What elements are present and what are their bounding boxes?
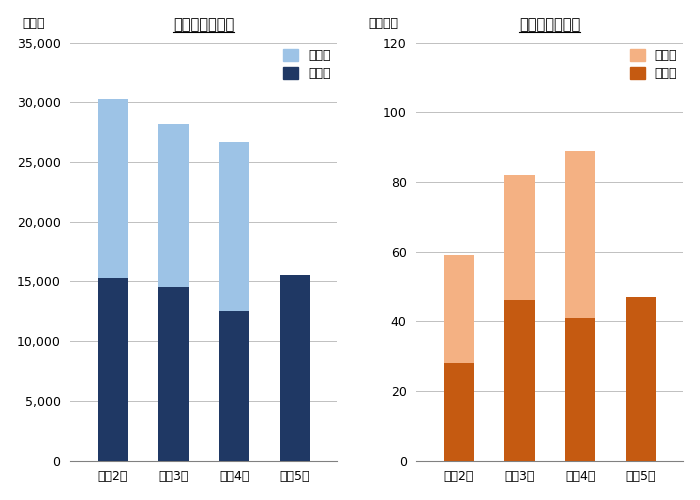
Bar	[158, 288, 188, 461]
Title: （件数ベース）: （件数ベース）	[173, 16, 235, 32]
Bar	[97, 278, 128, 460]
Legend: 下半期, 上半期: 下半期, 上半期	[629, 49, 677, 80]
Text: （件）: （件）	[22, 17, 45, 30]
Bar	[279, 276, 310, 460]
Bar	[504, 175, 535, 300]
Bar	[219, 312, 249, 460]
Title: （点数ベース）: （点数ベース）	[519, 16, 580, 32]
Bar	[504, 300, 535, 460]
Bar	[444, 363, 474, 460]
Bar	[219, 142, 249, 312]
Bar	[158, 124, 188, 288]
Bar	[565, 150, 596, 318]
Bar	[626, 297, 656, 460]
Bar	[565, 318, 596, 460]
Bar	[97, 98, 128, 278]
Bar	[444, 255, 474, 363]
Text: （万点）: （万点）	[368, 17, 398, 30]
Legend: 下半期, 上半期: 下半期, 上半期	[284, 49, 331, 80]
